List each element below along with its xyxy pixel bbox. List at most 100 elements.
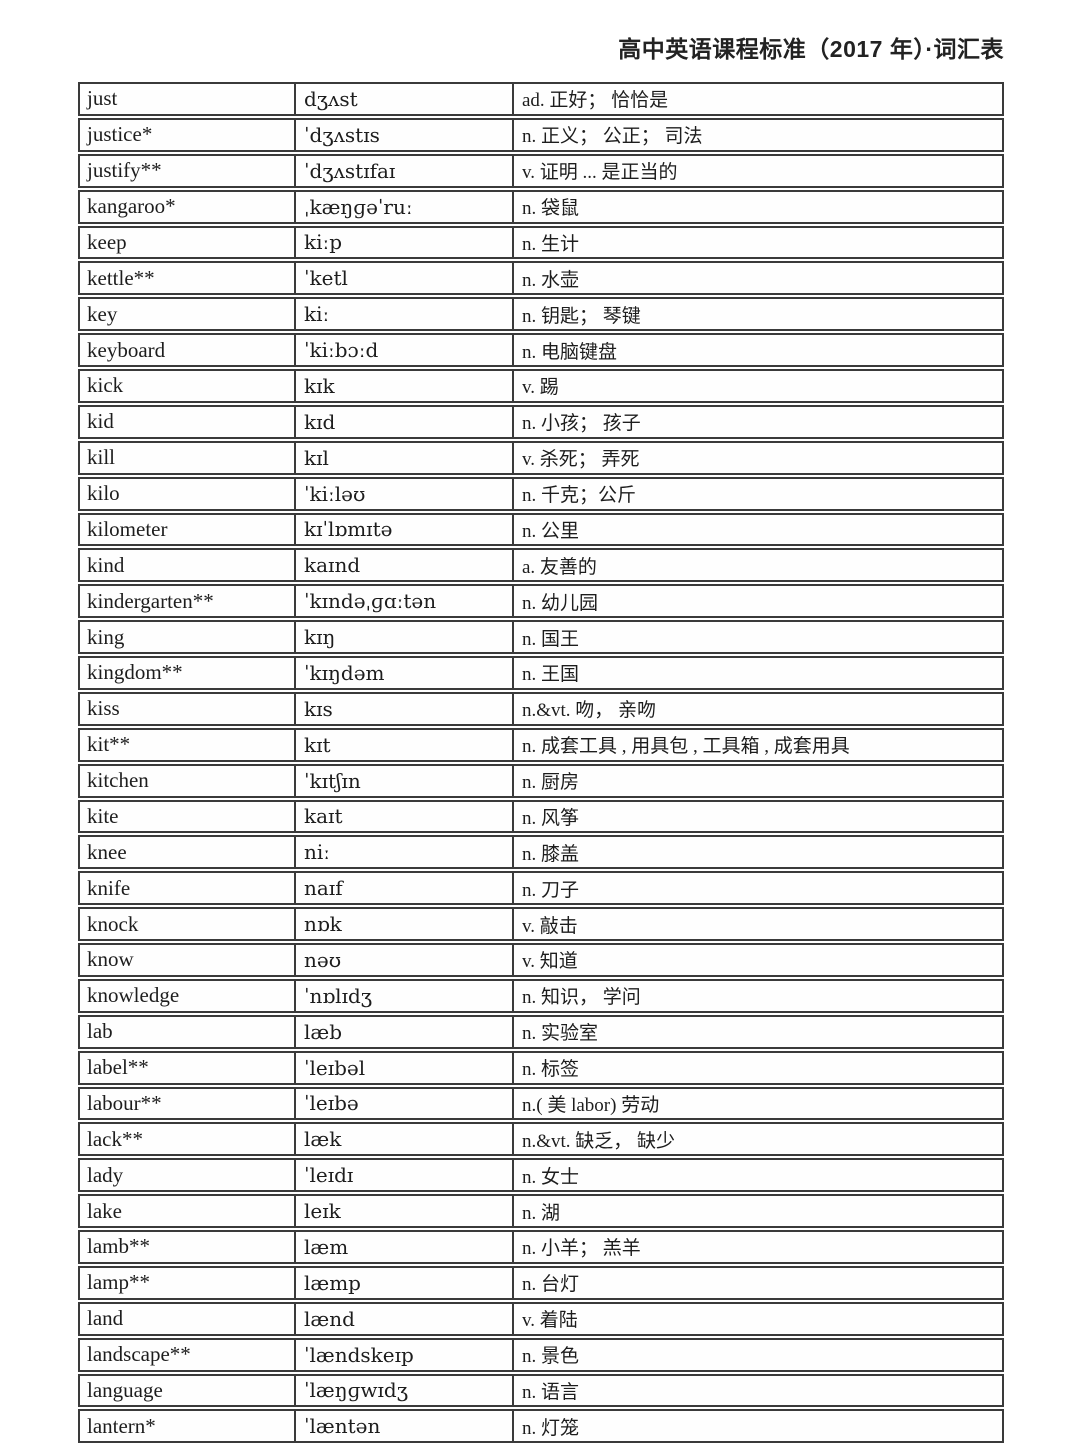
definition-cell: n. 国王 [512, 622, 1002, 652]
definition-cell: v. 杀死； 弄死 [512, 442, 1002, 473]
phonetic-cell: nɒk [294, 909, 512, 939]
table-row: kill kɪl v. 杀死； 弄死 [78, 440, 1004, 475]
phonetic-cell: ˈleɪbə [294, 1088, 512, 1119]
phonetic-cell: ˈkɪŋdəm [294, 658, 512, 688]
table-row: kingdom** ˈkɪŋdəm n. 王国 [78, 656, 1004, 690]
definition-cell: n.&vt. 缺乏， 缺少 [512, 1124, 1002, 1155]
phonetic-cell: ˈnɒlɪdʒ [294, 980, 512, 1011]
table-row: lady ˈleɪdɪ n. 女士 [78, 1158, 1004, 1193]
phonetic-cell: ˈleɪdɪ [294, 1160, 512, 1191]
definition-cell: n. 王国 [512, 658, 1002, 688]
word-cell: justify** [87, 158, 162, 183]
word-cell: keyboard [87, 337, 166, 362]
definition-cell: a. 友善的 [512, 550, 1002, 581]
phonetic-cell: leɪk [294, 1196, 512, 1226]
table-row: kindergarten** ˈkɪndəˌɡɑːtən n. 幼儿园 [78, 584, 1004, 619]
vocabulary-table: just dʒʌst ad. 正好； 恰恰是 justice* ˈdʒʌstɪs… [78, 82, 1004, 1444]
definition-cell: n. 水壶 [512, 263, 1002, 294]
phonetic-cell: ˈleɪbəl [294, 1052, 512, 1083]
word-cell: keep [87, 229, 127, 254]
phonetic-cell: ˈdʒʌstɪs [294, 119, 512, 150]
phonetic-cell: kɪd [294, 406, 512, 437]
word-cell: kite [87, 803, 119, 828]
word-cell: just [87, 86, 118, 111]
table-row: land lænd v. 着陆 [78, 1301, 1004, 1336]
table-row: keep kiːp n. 生计 [78, 225, 1004, 260]
word-cell: kid [87, 409, 114, 434]
word-cell: land [87, 1306, 124, 1331]
word-cell: kilometer [87, 516, 168, 541]
phonetic-cell: kiːp [294, 227, 512, 258]
definition-cell: n.&vt. 吻， 亲吻 [512, 693, 1002, 724]
phonetic-cell: læk [294, 1124, 512, 1155]
page-title: 高中英语课程标准（2017 年）·词汇表 [618, 36, 1004, 62]
table-row: key kiː n. 钥匙； 琴键 [78, 297, 1004, 332]
word-cell: language [87, 1377, 163, 1402]
table-row: know nəʊ v. 知道 [78, 943, 1004, 977]
definition-cell: n. 电脑键盘 [512, 335, 1002, 365]
word-cell: kiss [87, 696, 120, 721]
phonetic-cell: ˈkiːbɔːd [294, 335, 512, 365]
definition-cell: n. 刀子 [512, 873, 1002, 904]
definition-cell: ad. 正好； 恰恰是 [512, 84, 1002, 114]
phonetic-cell: ˈketl [294, 263, 512, 294]
word-cell: kangaroo* [87, 194, 176, 219]
word-cell: lake [87, 1198, 122, 1223]
definition-cell: n. 钥匙； 琴键 [512, 299, 1002, 330]
phonetic-cell: dʒʌst [294, 84, 512, 114]
word-cell: knowledge [87, 983, 180, 1008]
word-cell: knock [87, 911, 139, 936]
phonetic-cell: niː [294, 837, 512, 868]
table-row: knife naɪf n. 刀子 [78, 871, 1004, 906]
word-cell: kill [87, 445, 116, 470]
phonetic-cell: ˈlændskeɪp [294, 1339, 512, 1370]
table-row: kettle** ˈketl n. 水壶 [78, 261, 1004, 296]
definition-cell: v. 敲击 [512, 909, 1002, 939]
table-row: lab læb n. 实验室 [78, 1014, 1004, 1049]
definition-cell: v. 踢 [512, 371, 1002, 401]
definition-cell: n. 正义； 公正； 司法 [512, 119, 1002, 150]
table-row: lamp** læmp n. 台灯 [78, 1265, 1004, 1300]
word-cell: lamb** [87, 1234, 150, 1259]
definition-cell: n. 湖 [512, 1196, 1002, 1226]
word-cell: kettle** [87, 265, 155, 290]
phonetic-cell: kɪŋ [294, 622, 512, 652]
table-row: kilo ˈkiːləʊ n. 千克；公斤 [78, 476, 1004, 511]
definition-cell: n. 标签 [512, 1052, 1002, 1083]
table-row: justice* ˈdʒʌstɪs n. 正义； 公正； 司法 [78, 117, 1004, 152]
table-row: king kɪŋ n. 国王 [78, 620, 1004, 654]
word-cell: lab [87, 1019, 113, 1044]
definition-cell: n. 生计 [512, 227, 1002, 258]
word-cell: knee [87, 839, 127, 864]
word-cell: labour** [87, 1090, 162, 1115]
table-row: kiss kɪs n.&vt. 吻， 亲吻 [78, 691, 1004, 726]
table-row: kind kaɪnd a. 友善的 [78, 548, 1004, 583]
table-row: lamb** læm n. 小羊； 羔羊 [78, 1230, 1004, 1264]
definition-cell: n. 知识， 学问 [512, 980, 1002, 1011]
phonetic-cell: ˈkɪndəˌɡɑːtən [294, 586, 512, 617]
phonetic-cell: ˈkiːləʊ [294, 478, 512, 509]
table-row: labour** ˈleɪbə n.( 美 labor) 劳动 [78, 1086, 1004, 1121]
table-row: lake leɪk n. 湖 [78, 1194, 1004, 1228]
phonetic-cell: kɪk [294, 371, 512, 401]
definition-cell: n.( 美 labor) 劳动 [512, 1088, 1002, 1119]
table-row: landscape** ˈlændskeɪp n. 景色 [78, 1337, 1004, 1372]
table-row: kick kɪk v. 踢 [78, 369, 1004, 403]
phonetic-cell: læb [294, 1016, 512, 1047]
phonetic-cell: kɪl [294, 442, 512, 473]
table-row: knowledge ˈnɒlɪdʒ n. 知识， 学问 [78, 978, 1004, 1013]
definition-cell: n. 风筝 [512, 801, 1002, 832]
definition-cell: v. 证明 ... 是正当的 [512, 155, 1002, 186]
table-row: kite kaɪt n. 风筝 [78, 799, 1004, 834]
phonetic-cell: kɪt [294, 729, 512, 760]
phonetic-cell: kaɪnd [294, 550, 512, 581]
phonetic-cell: kɪˈlɒmɪtə [294, 514, 512, 545]
phonetic-cell: lænd [294, 1303, 512, 1334]
table-row: kid kɪd n. 小孩； 孩子 [78, 404, 1004, 439]
definition-cell: n. 成套工具 , 用具包 , 工具箱 , 成套用具 [512, 729, 1002, 760]
table-row: justify** ˈdʒʌstɪfaɪ v. 证明 ... 是正当的 [78, 153, 1004, 188]
phonetic-cell: nəʊ [294, 945, 512, 975]
definition-cell: n. 语言 [512, 1375, 1002, 1406]
word-cell: kick [87, 373, 124, 398]
definition-cell: n. 小孩； 孩子 [512, 406, 1002, 437]
